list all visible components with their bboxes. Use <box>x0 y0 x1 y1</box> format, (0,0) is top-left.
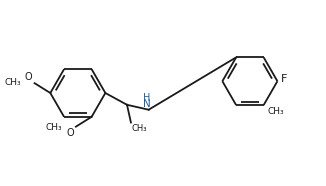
Text: F: F <box>281 74 288 84</box>
Text: O: O <box>25 72 33 82</box>
Text: CH₃: CH₃ <box>46 123 62 132</box>
Text: N: N <box>143 99 151 109</box>
Text: O: O <box>66 128 74 138</box>
Text: H: H <box>143 93 150 103</box>
Text: CH₃: CH₃ <box>132 124 147 134</box>
Text: CH₃: CH₃ <box>4 78 21 87</box>
Text: CH₃: CH₃ <box>268 107 284 116</box>
